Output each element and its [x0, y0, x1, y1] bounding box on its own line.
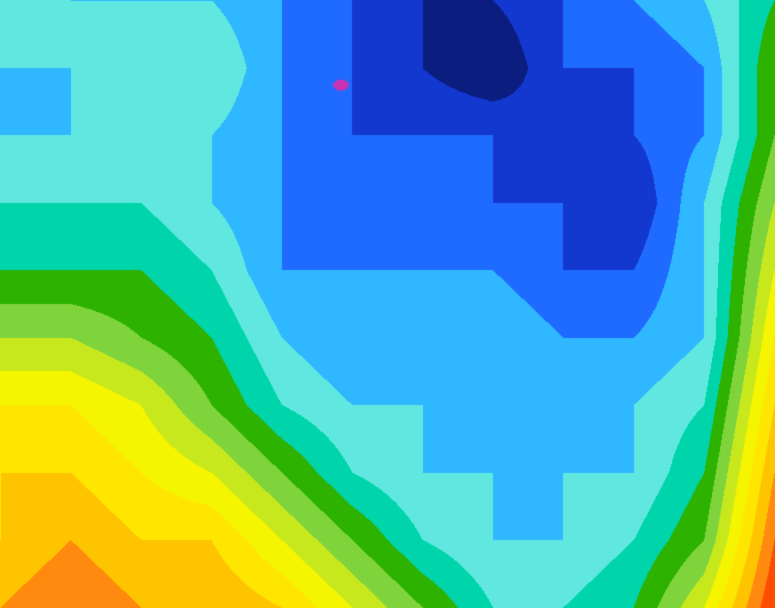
contour-heatmap	[0, 0, 775, 608]
